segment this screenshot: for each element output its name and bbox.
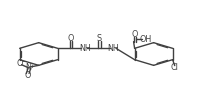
Text: O: O — [131, 30, 138, 39]
Text: +: + — [30, 64, 35, 69]
Text: Cl: Cl — [171, 63, 179, 72]
Text: OH: OH — [139, 35, 151, 44]
Text: N: N — [26, 63, 32, 72]
Text: NH: NH — [107, 44, 119, 53]
Text: S: S — [97, 34, 102, 43]
Text: NH: NH — [79, 44, 90, 53]
Text: O: O — [68, 34, 74, 43]
Text: O: O — [24, 71, 31, 80]
Text: O: O — [17, 59, 23, 68]
Text: −: − — [22, 59, 27, 65]
